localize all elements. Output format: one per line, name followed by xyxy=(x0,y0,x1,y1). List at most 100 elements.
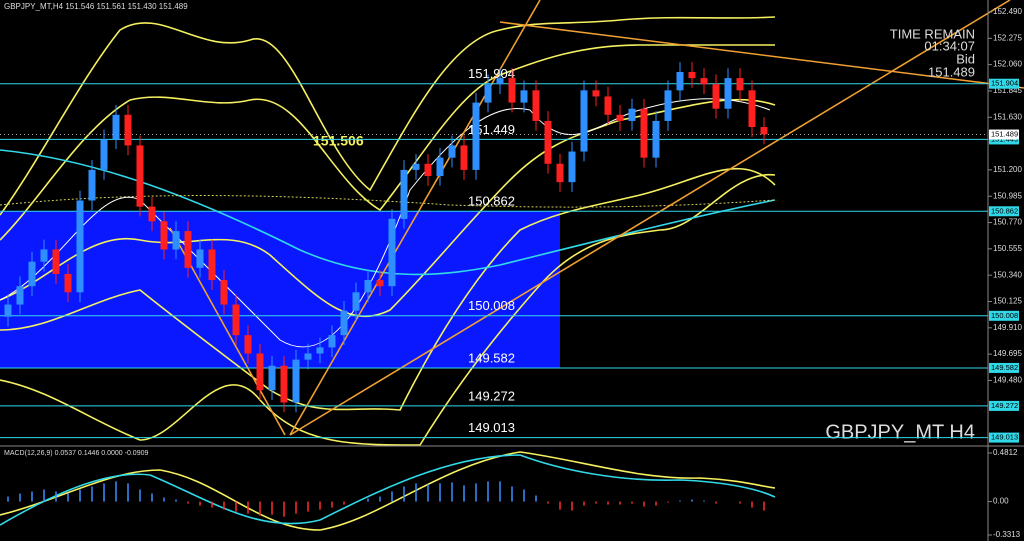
level-axis-box xyxy=(989,78,1019,89)
bollinger-upper-inner xyxy=(0,44,775,241)
level-label: 151.449 xyxy=(468,122,515,137)
candle-body xyxy=(256,353,264,391)
level-axis-label: 149.582 xyxy=(991,363,1018,372)
candle-body xyxy=(172,231,180,250)
level-label: 149.272 xyxy=(468,388,515,403)
level-axis-label: 149.013 xyxy=(991,433,1018,442)
candle-body xyxy=(208,249,216,281)
macd-main xyxy=(0,451,776,531)
y-tick-label: 150.770 xyxy=(993,218,1022,227)
candle-body xyxy=(628,108,636,121)
trend-line xyxy=(289,0,541,436)
level-label: 149.582 xyxy=(468,350,515,365)
candle-body xyxy=(160,221,168,250)
candle-body xyxy=(544,120,552,164)
macd-tick-label: 0.4812 xyxy=(993,448,1018,457)
level-label: 150.008 xyxy=(468,298,515,313)
level-axis-box xyxy=(989,362,1019,373)
candle-body xyxy=(532,90,540,121)
candle-body xyxy=(292,359,300,403)
candle-body xyxy=(604,96,612,115)
macd-tick-label: 0.00 xyxy=(993,497,1009,506)
candle-body xyxy=(76,200,84,293)
trend-line xyxy=(289,0,1011,436)
level-axis-box xyxy=(989,432,1019,443)
candle-body xyxy=(232,304,240,336)
candle-body xyxy=(652,120,660,158)
candle-body xyxy=(712,84,720,109)
bid-value: 151.489 xyxy=(928,64,975,79)
y-tick-label: 149.695 xyxy=(993,349,1022,358)
candle-body xyxy=(676,71,684,91)
bollinger-lower-inner xyxy=(0,168,776,411)
candle-body xyxy=(316,347,324,354)
level-axis-label: 150.008 xyxy=(991,311,1018,320)
candle-body xyxy=(616,114,624,121)
blue-zone-layer xyxy=(0,211,560,368)
level-axis-box xyxy=(989,310,1019,321)
candle-body xyxy=(400,169,408,219)
y-tick-label: 150.985 xyxy=(993,191,1022,200)
candle-body xyxy=(136,145,144,207)
y-tick-label: 150.125 xyxy=(993,297,1022,306)
candle-body xyxy=(448,145,456,158)
candle-body xyxy=(700,78,708,85)
candle-body xyxy=(688,71,696,79)
candle-body xyxy=(520,90,528,103)
candle-body xyxy=(496,78,504,85)
bollinger-upper xyxy=(0,16,776,216)
candle-body xyxy=(184,231,192,268)
candle-body xyxy=(580,90,588,152)
level-axis-box xyxy=(989,400,1019,411)
candle-body xyxy=(268,365,276,391)
candle-body xyxy=(664,90,672,121)
candle-body xyxy=(16,286,24,305)
candle-body xyxy=(280,365,288,403)
candle-body xyxy=(436,157,444,177)
y-tick-label: 151.845 xyxy=(993,86,1022,95)
candle-body xyxy=(4,304,12,317)
candle-body xyxy=(460,145,468,170)
y-tick-label: 149.480 xyxy=(993,376,1022,385)
candle-body xyxy=(472,102,480,170)
timer-time: 01:34:07 xyxy=(924,38,975,53)
candle-body xyxy=(112,114,120,140)
y-tick-label: 150.340 xyxy=(993,270,1022,279)
candle-body xyxy=(220,280,228,305)
candle-body xyxy=(508,78,516,103)
y-tick-label: 151.630 xyxy=(993,112,1022,121)
y-tick-label: 152.275 xyxy=(993,33,1022,42)
trend-line xyxy=(499,21,1024,89)
y-tick-label: 152.060 xyxy=(993,60,1022,69)
level-label: 151.904 xyxy=(468,66,515,81)
level-axis-box xyxy=(989,206,1019,217)
candle-body xyxy=(556,163,564,183)
level-axis-label: 150.862 xyxy=(991,206,1018,215)
bid-axis-box xyxy=(989,129,1019,140)
candle-body xyxy=(640,108,648,158)
timer-label: TIME REMAIN xyxy=(890,26,975,41)
bollinger-lower xyxy=(0,174,776,446)
macd-signal xyxy=(0,454,776,526)
candle-body xyxy=(736,78,744,91)
y-tick-label: 150.555 xyxy=(993,244,1022,253)
candle-body xyxy=(592,90,600,97)
bid-axis-label: 151.489 xyxy=(991,130,1018,139)
candle-body xyxy=(412,163,420,170)
annotation: 151.506 xyxy=(313,133,364,149)
y-tick-label: 151.200 xyxy=(993,165,1022,174)
candle-body xyxy=(196,249,204,268)
candle-body xyxy=(304,353,312,360)
bid-label: Bid xyxy=(956,51,975,66)
candle-body xyxy=(376,280,384,287)
level-axis-label: 149.272 xyxy=(991,401,1018,410)
candle-body xyxy=(568,151,576,183)
long-average xyxy=(0,195,776,208)
candle-body xyxy=(124,114,132,146)
level-label: 150.862 xyxy=(468,194,515,209)
header: GBPJPY_MT,H4 151.546 151.561 151.430 151… xyxy=(4,2,188,11)
candle-body xyxy=(340,310,348,336)
candle-body xyxy=(484,84,492,103)
candle-body xyxy=(148,206,156,222)
